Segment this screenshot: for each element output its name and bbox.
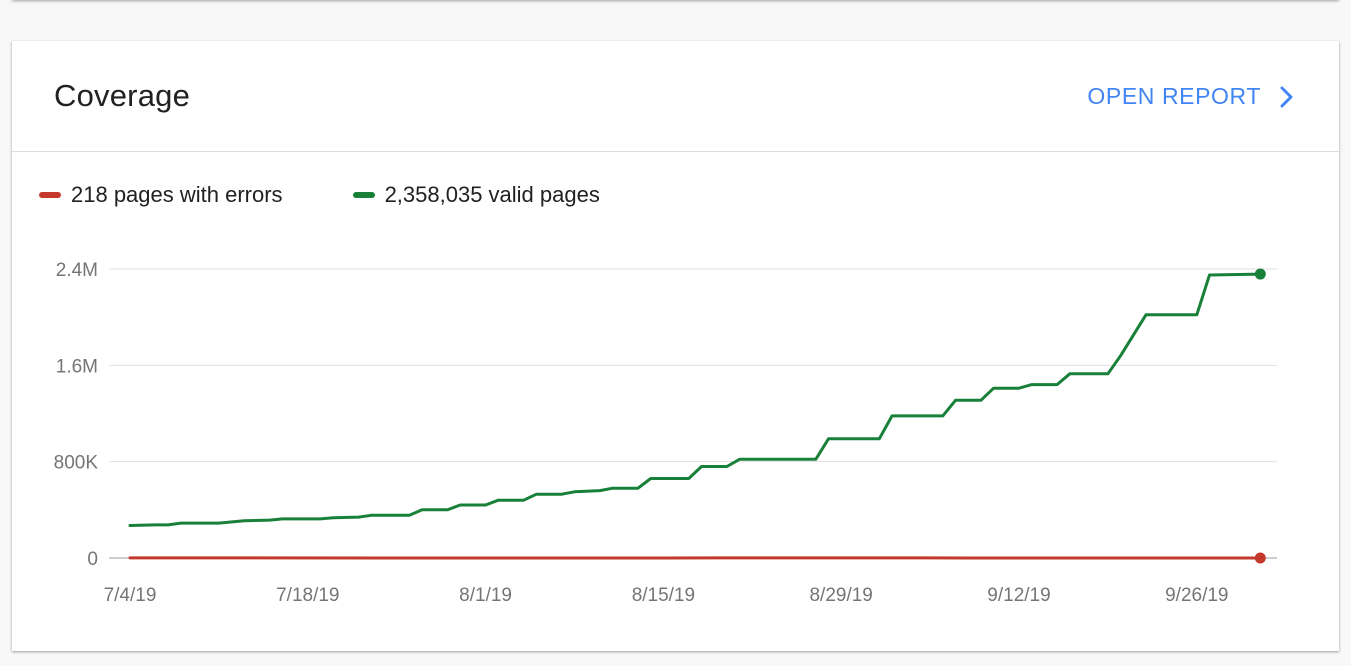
y-tick-label: 2.4M (56, 260, 98, 281)
legend-swatch-errors (39, 192, 61, 198)
x-tick-label: 8/15/19 (632, 585, 695, 606)
x-tick-label: 8/29/19 (809, 585, 872, 606)
open-report-label: OPEN REPORT (1087, 83, 1261, 109)
card-header: Coverage OPEN REPORT (12, 41, 1339, 152)
legend-item-valid[interactable]: 2,358,035 valid pages (352, 182, 600, 208)
chart-legend: 218 pages with errors 2,358,035 valid pa… (39, 182, 600, 208)
coverage-card: Coverage OPEN REPORT 218 pages with erro… (12, 41, 1339, 651)
chevron-right-icon (1280, 86, 1293, 107)
errors-series-endpoint (1254, 552, 1266, 564)
open-report-link[interactable]: OPEN REPORT (1087, 83, 1293, 110)
card-title: Coverage (54, 78, 191, 113)
legend-label-errors: 218 pages with errors (71, 182, 283, 207)
x-tick-label: 8/1/19 (459, 585, 512, 606)
y-tick-label: 800K (54, 453, 99, 474)
legend-item-errors[interactable]: 218 pages with errors (39, 182, 283, 208)
valid-series-line (128, 272, 1262, 527)
valid-series-endpoint (1254, 268, 1266, 280)
legend-label-valid: 2,358,035 valid pages (384, 182, 600, 207)
x-tick-label: 7/4/19 (104, 585, 157, 606)
coverage-chart: 2.4M 1.6M 800K 0 7/4/19 7/18/19 8/1/19 8/15/19 8… (54, 260, 1277, 606)
y-tick-label: 0 (87, 549, 98, 570)
legend-swatch-valid (352, 192, 375, 198)
x-tick-label: 7/18/19 (276, 585, 339, 606)
x-tick-label: 9/12/19 (987, 585, 1050, 606)
y-tick-label: 1.6M (56, 356, 98, 377)
x-tick-label: 9/26/19 (1165, 585, 1228, 606)
